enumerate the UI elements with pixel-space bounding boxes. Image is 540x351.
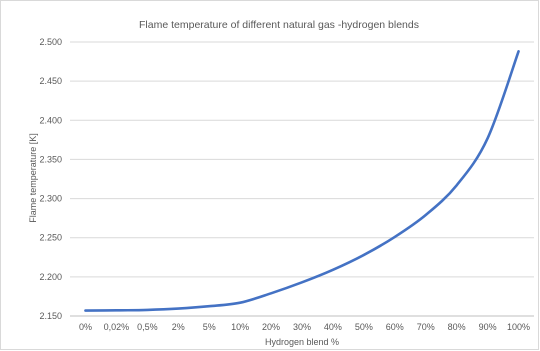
series bbox=[84, 50, 520, 312]
chart-title: Flame temperature of different natural g… bbox=[139, 19, 419, 31]
gridlines bbox=[70, 41, 534, 278]
x-tick-label: 60% bbox=[386, 322, 404, 332]
x-tick-label: 30% bbox=[293, 322, 311, 332]
x-tick-label: 0,5% bbox=[137, 322, 158, 332]
x-tick-label: 5% bbox=[203, 322, 216, 332]
series-line bbox=[84, 50, 520, 312]
y-tick-label: 2.350 bbox=[39, 154, 62, 164]
y-tick-label: 2.150 bbox=[39, 311, 62, 321]
x-tick-label: 70% bbox=[417, 322, 435, 332]
x-tick-label: 80% bbox=[448, 322, 466, 332]
y-tick-label: 2.250 bbox=[39, 233, 62, 243]
y-tick-label: 2.300 bbox=[39, 194, 62, 204]
x-axis-title: Hydrogen blend % bbox=[265, 337, 339, 347]
x-tick-label: 10% bbox=[231, 322, 249, 332]
y-axis-title: Flame temperature [K] bbox=[28, 133, 38, 223]
x-tick-label: 50% bbox=[355, 322, 373, 332]
x-tick-label: 20% bbox=[262, 322, 280, 332]
x-tick-label: 0% bbox=[79, 322, 92, 332]
y-tick-label: 2.200 bbox=[39, 272, 62, 282]
x-tick-label: 0,02% bbox=[104, 322, 130, 332]
x-tick-label: 100% bbox=[507, 322, 530, 332]
y-tick-label: 2.450 bbox=[39, 76, 62, 86]
tick-labels: 2.150 2.200 2.250 2.300 2.350 2.400 2.450 2.500… bbox=[39, 37, 530, 332]
y-tick-label: 2.500 bbox=[39, 37, 62, 47]
x-tick-label: 90% bbox=[479, 322, 497, 332]
x-tick-label: 40% bbox=[324, 322, 342, 332]
y-tick-label: 2.400 bbox=[39, 115, 62, 125]
x-tick-label: 2% bbox=[172, 322, 185, 332]
